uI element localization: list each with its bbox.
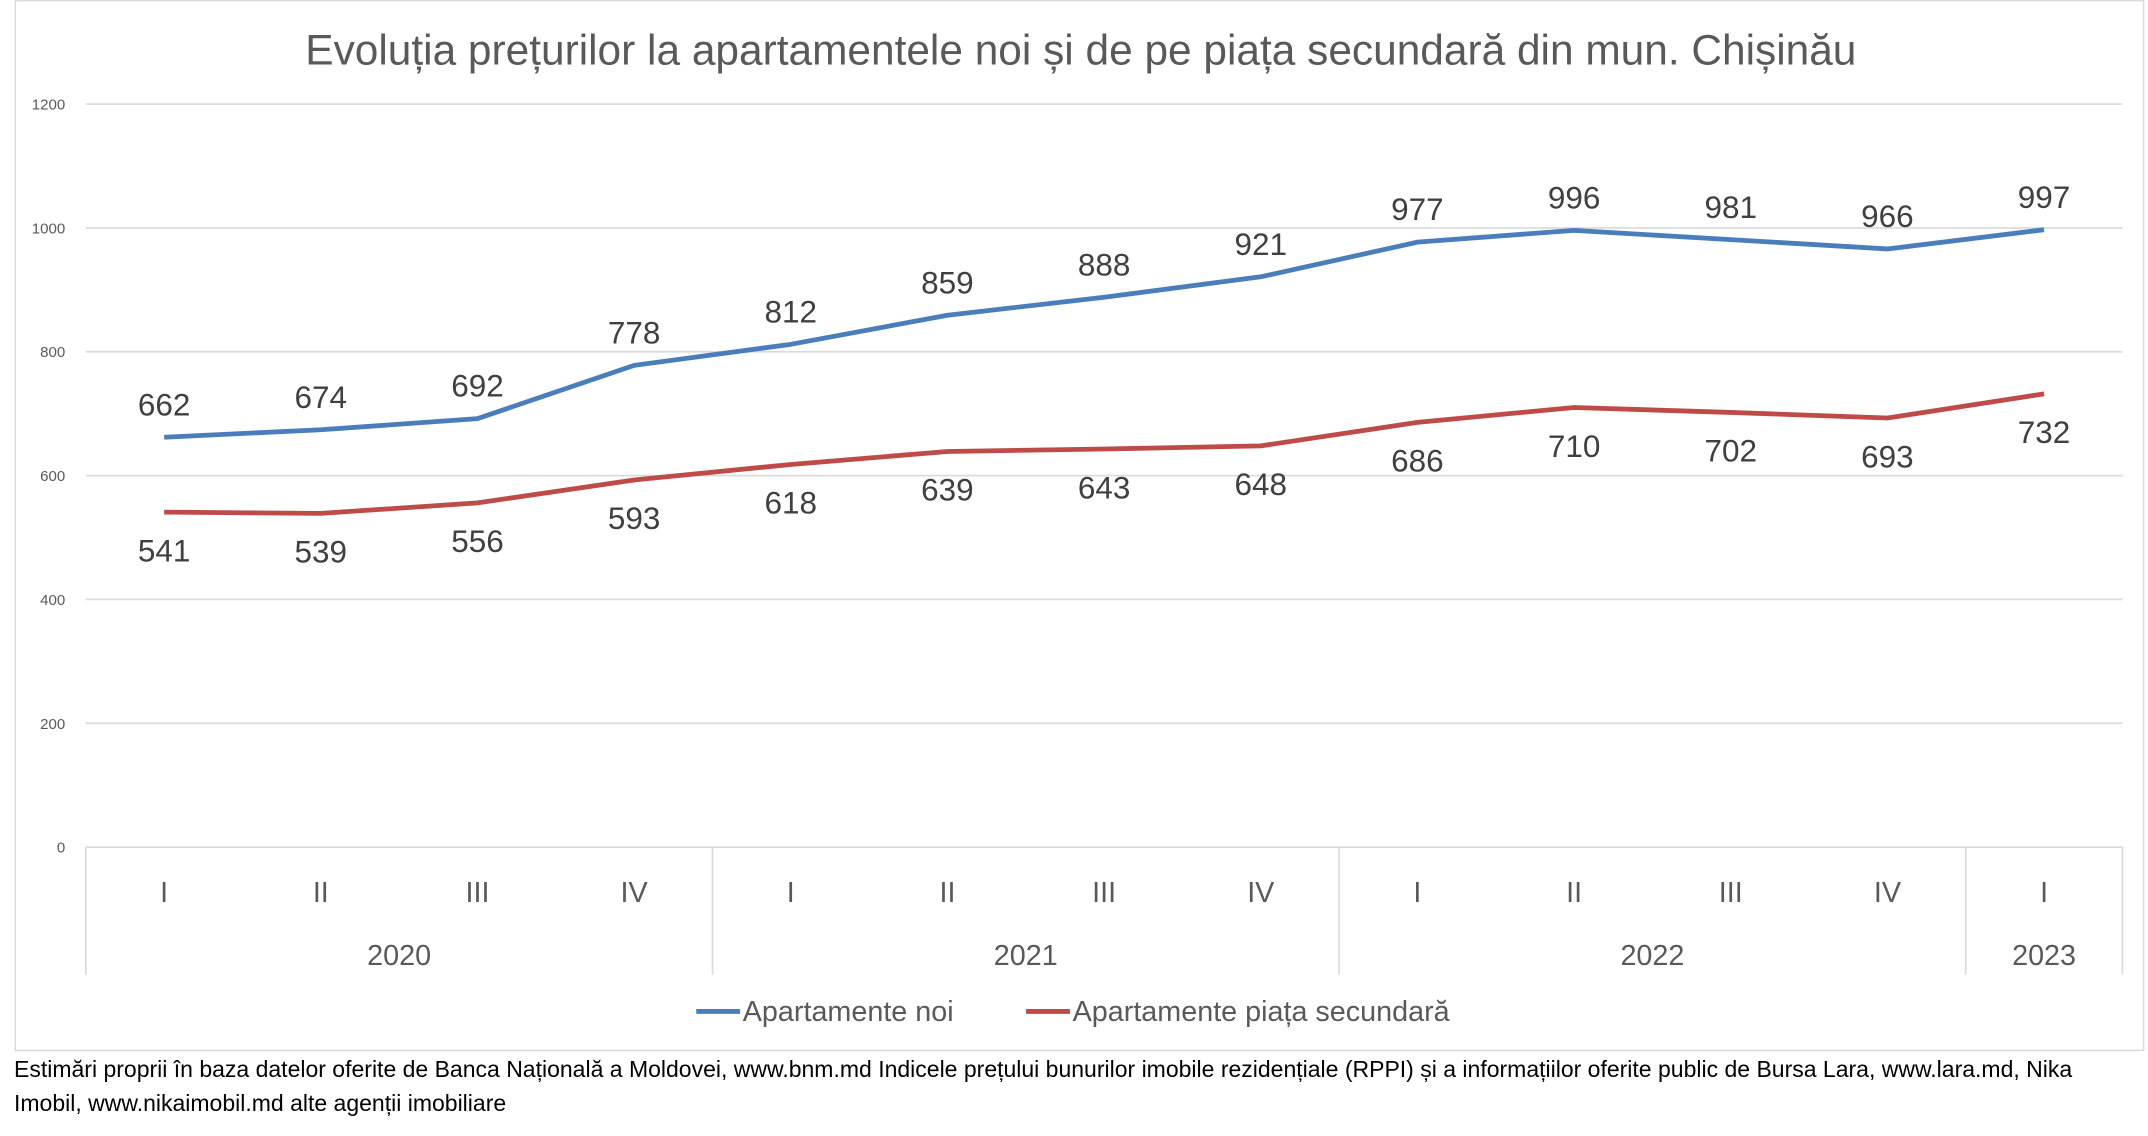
data-label: 966: [1861, 199, 1914, 234]
legend-label: Apartamente noi: [743, 996, 954, 1028]
data-label: 812: [765, 294, 818, 329]
data-label: 859: [921, 265, 974, 300]
year-label: 2022: [1620, 940, 1684, 972]
y-tick-label: 1000: [32, 220, 65, 237]
x-tick-label: II: [313, 877, 329, 909]
year-label: 2020: [367, 940, 431, 972]
data-label: 996: [1548, 180, 1601, 215]
data-label: 541: [138, 533, 191, 568]
data-label: 643: [1078, 470, 1131, 505]
x-tick-label: I: [787, 877, 795, 909]
data-label: 556: [451, 524, 504, 559]
x-tick-label: II: [1566, 877, 1582, 909]
data-label: 639: [921, 473, 974, 508]
data-label: 778: [608, 315, 661, 350]
y-tick-label: 600: [40, 468, 65, 485]
data-label: 648: [1235, 467, 1288, 502]
data-label: 732: [2018, 415, 2071, 450]
legend-label: Apartamente piața secundară: [1073, 996, 1450, 1028]
chart-frame: [14, 0, 2145, 1052]
data-label: 593: [608, 501, 661, 536]
data-label: 997: [2018, 180, 2071, 215]
y-tick-label: 400: [40, 592, 65, 609]
data-label: 702: [1704, 434, 1757, 469]
data-label: 693: [1861, 439, 1914, 474]
data-label: 539: [295, 535, 348, 570]
x-tick-label: II: [939, 877, 955, 909]
y-tick-label: 800: [40, 344, 65, 361]
year-label: 2023: [2012, 940, 2076, 972]
x-tick-label: IV: [1874, 877, 1902, 909]
data-label: 977: [1391, 192, 1444, 227]
x-tick-label: I: [2040, 877, 2048, 909]
x-tick-label: III: [1092, 877, 1116, 909]
data-label: 981: [1704, 190, 1757, 225]
series-line-1: [164, 227, 2045, 440]
x-tick-label: I: [160, 877, 168, 909]
y-tick-label: 0: [57, 840, 65, 857]
x-tick-label: IV: [1247, 877, 1275, 909]
x-tick-label: III: [465, 877, 489, 909]
data-label: 710: [1548, 429, 1601, 464]
data-label: 686: [1391, 444, 1444, 479]
x-tick-label: IV: [621, 877, 649, 909]
data-label: 692: [451, 369, 504, 404]
footnote: Estimări proprii în baza datelor oferite…: [14, 1056, 2073, 1116]
data-label: 618: [765, 486, 818, 521]
y-tick-label: 200: [40, 716, 65, 733]
chart-title: Evoluția prețurilor la apartamentele noi…: [305, 26, 1856, 73]
year-label: 2021: [994, 940, 1058, 972]
series-line-2: [164, 391, 2045, 516]
data-label: 662: [138, 387, 191, 422]
data-label: 888: [1078, 247, 1131, 282]
x-tick-label: III: [1719, 877, 1743, 909]
x-tick-label: I: [1413, 877, 1421, 909]
data-label: 921: [1235, 227, 1288, 262]
data-label: 674: [295, 380, 348, 415]
y-tick-label: 1200: [32, 96, 65, 113]
